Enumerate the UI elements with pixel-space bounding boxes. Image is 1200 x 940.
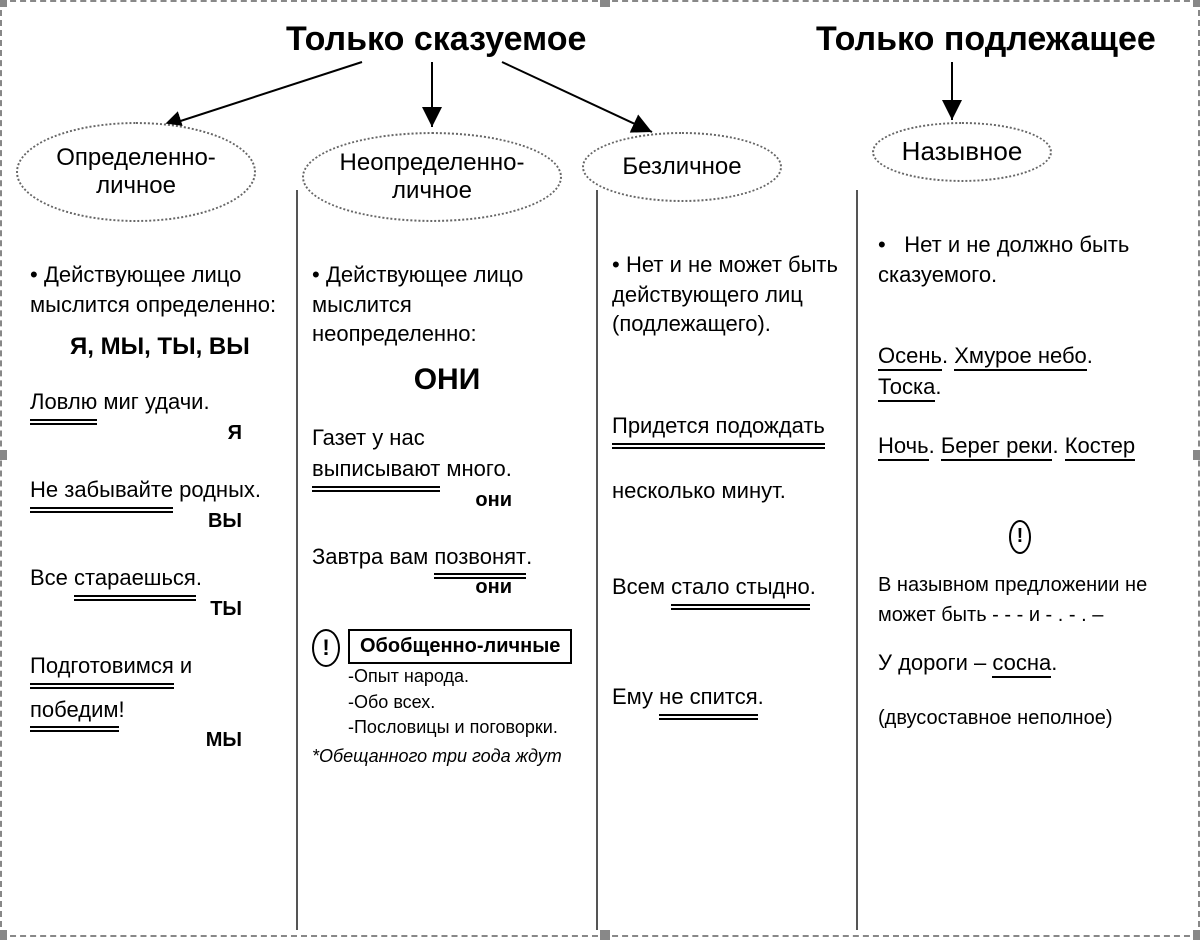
col3-ex2: Всем стало стыдно. <box>612 572 842 606</box>
col4-exclaim: ! <box>878 520 1162 566</box>
col4-desc: • Нет и не должно быть сказуемого. <box>878 230 1162 289</box>
col3-ex3: Ему не спится. <box>612 682 842 716</box>
col1-pronouns: Я, МЫ, ТЫ, ВЫ <box>70 333 282 361</box>
exclaim-icon: ! <box>1009 520 1031 554</box>
columns: •Действующее лицо мыслится определенно: … <box>16 190 1184 930</box>
headers-row: Только сказуемое Только подлежащее <box>16 20 1184 80</box>
col2-pronoun: ОНИ <box>312 363 582 397</box>
col-nominative: • Нет и не должно быть сказуемого. Осень… <box>856 190 1176 930</box>
col1-ex4: Подготовимся и <box>30 651 282 685</box>
col1-ex3: Все стараешься. ТЫ <box>30 563 282 623</box>
col-impersonal: •Нет и не может быть действующего лиц (п… <box>596 190 856 930</box>
col2-ex1: Газет у нас выписывают много. они <box>312 423 582 514</box>
diagram-page: Только сказуемое Только подлежащее Опред… <box>0 0 1200 937</box>
col1-ex1: Ловлю миг удачи. Я <box>30 387 282 447</box>
col3-ex1: Придется подождать несколько минут. <box>612 411 842 506</box>
col3-desc: •Нет и не может быть действующего лиц (п… <box>612 250 842 339</box>
col1-desc: •Действующее лицо мыслится определенно: <box>30 260 282 319</box>
header-subject: Только подлежащее <box>816 20 1156 59</box>
col2-box-label: Обобщенно-личные <box>348 629 572 664</box>
crop-marker <box>0 450 7 460</box>
col-indefinite-personal: •Действующее лицо мыслится неопределенно… <box>296 190 596 930</box>
crop-marker <box>0 0 7 7</box>
col1-ex2: Не забывайте родных. ВЫ <box>30 475 282 535</box>
col2-desc: •Действующее лицо мыслится неопределенно… <box>312 260 582 349</box>
header-predicate: Только сказуемое <box>286 20 586 59</box>
crop-marker <box>600 0 610 7</box>
crop-marker <box>1193 930 1200 940</box>
exclaim-icon: ! <box>312 629 340 667</box>
col4-examples-line1: Осень. Хмурое небо. Тоска. <box>878 341 1162 403</box>
crop-marker <box>1193 0 1200 7</box>
crop-marker <box>1193 450 1200 460</box>
col2-footnote: *Обещанного три года ждут <box>312 746 582 767</box>
crop-marker <box>0 930 7 940</box>
col4-paren: (двусоставное неполное) <box>878 707 1162 730</box>
ellipse-nominative: Назывное <box>872 122 1052 182</box>
col4-counterexample: У дороги – сосна. <box>878 648 1162 679</box>
col2-notes: -Опыт народа. -Обо всех. -Пословицы и по… <box>348 664 572 740</box>
col4-examples-line2: Ночь. Берег реки. Костер <box>878 431 1162 462</box>
col4-note: В назывном предложении не может быть - -… <box>878 570 1162 630</box>
col-definite-personal: •Действующее лицо мыслится определенно: … <box>16 190 296 930</box>
crop-marker <box>600 930 610 940</box>
col2-generalized-box: ! Обобщенно-личные -Опыт народа. -Обо вс… <box>312 629 582 740</box>
col2-ex2: Завтра вам позвонят. они <box>312 542 582 602</box>
col1-ex4b: победим! МЫ <box>30 695 282 755</box>
